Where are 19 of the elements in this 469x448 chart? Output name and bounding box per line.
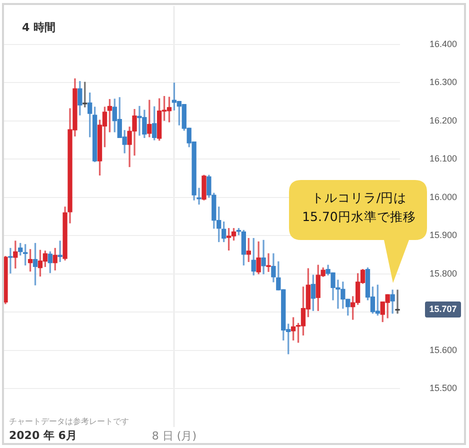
y-tick-label: 15.900 <box>429 230 457 240</box>
y-tick-label: 15.800 <box>429 268 457 278</box>
y-tick-label: 15.500 <box>429 383 457 394</box>
x-axis-title: 2020 年 6月 <box>9 428 77 442</box>
y-tick-label: 16.000 <box>429 192 457 202</box>
y-tick-label: 16.200 <box>429 115 457 126</box>
candlestick <box>58 240 62 262</box>
annotation: チャートデータは参考レートです <box>9 417 129 426</box>
candlestick <box>395 290 400 314</box>
candlestick <box>266 253 271 272</box>
annotation: トルコリラ/円は 15.70円水準で推移 <box>301 189 417 226</box>
text: 4 時間 <box>22 20 56 34</box>
text: 15.707 <box>429 304 457 314</box>
candlestick <box>8 248 13 274</box>
x-tick-label: 8 日 (月) <box>152 429 196 442</box>
y-tick-label: 15.600 <box>429 344 457 355</box>
y-tick-label: 16.100 <box>429 154 457 164</box>
y-tick-label: 16.400 <box>429 38 457 49</box>
y-tick-label: 16.300 <box>429 77 457 88</box>
